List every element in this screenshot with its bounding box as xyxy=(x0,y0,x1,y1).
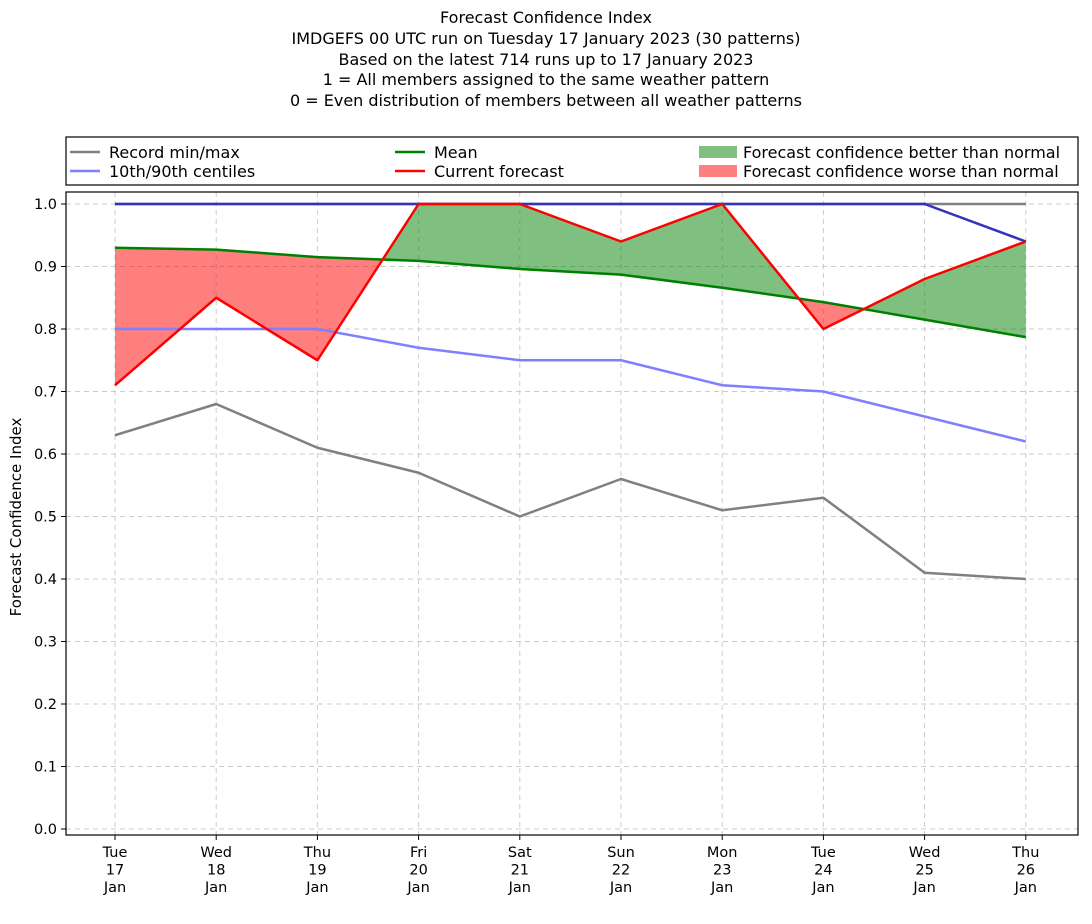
current-line xyxy=(114,202,1027,387)
y-tick-label: 0.8 xyxy=(34,322,57,338)
x-tick-label: Wed 25 Jan xyxy=(909,845,941,896)
y-tick-label: 0.1 xyxy=(34,760,57,776)
chart-title: Forecast Confidence Index IMDGEFS 00 UTC… xyxy=(0,8,1092,112)
confidence-fills xyxy=(115,204,1026,386)
series-lines xyxy=(114,202,1027,581)
title-line-5: 0 = Even distribution of members between… xyxy=(289,91,803,111)
y-axis: 0.0 0.1 0.2 0.3 0.4 0.5 0.6 0.7 0.8 0.9 1.0 xyxy=(34,197,66,838)
y-axis-label: Forecast Confidence Index xyxy=(7,418,25,617)
x-tick-label: Thu 26 Jan xyxy=(1011,845,1039,896)
worse-than-normal-fill xyxy=(216,249,318,361)
x-tick-label: Mon 23 Jan xyxy=(707,845,738,896)
x-tick-label: Fri 20 Jan xyxy=(406,845,429,896)
legend-label-record: Record min/max xyxy=(109,143,240,162)
legend-label-better: Forecast confidence better than normal xyxy=(743,143,1060,162)
x-tick-label: Sun 22 Jan xyxy=(607,845,635,896)
better-than-normal-fill xyxy=(863,279,925,320)
record-min-line xyxy=(114,402,1026,581)
title-line-1: Forecast Confidence Index xyxy=(440,8,652,27)
y-tick-label: 0.9 xyxy=(34,260,57,276)
title-line-2: IMDGEFS 00 UTC run on Tuesday 17 January… xyxy=(291,28,801,48)
x-tick-label: Thu 19 Jan xyxy=(303,845,331,896)
worse-than-normal-fill xyxy=(823,302,864,329)
better-than-normal-fill xyxy=(621,204,723,288)
y-tick-label: 0.7 xyxy=(34,385,57,401)
legend-swatch-worse xyxy=(699,165,737,177)
better-than-normal-fill xyxy=(924,241,1026,338)
better-than-normal-fill xyxy=(418,204,520,269)
y-tick-label: 0.4 xyxy=(34,572,57,588)
legend: Record min/max 10th/90th centiles Mean C… xyxy=(65,136,1079,186)
x-tick-label: Tue 24 Jan xyxy=(810,845,836,896)
legend-label-centiles: 10th/90th centiles xyxy=(109,162,255,181)
x-tick-label: Wed 18 Jan xyxy=(200,845,232,896)
y-tick-label: 0.3 xyxy=(34,635,57,651)
title-line-4: 1 = All members assigned to the same wea… xyxy=(322,70,770,90)
plot-frame xyxy=(65,191,1079,836)
x-tick-label: Sat 21 Jan xyxy=(508,845,532,896)
y-tick-label: 1.0 xyxy=(34,197,57,213)
legend-swatch-better xyxy=(699,146,737,158)
better-than-normal-fill xyxy=(519,204,621,275)
x-axis: Tue 17 Jan Wed 18 Jan Thu 19 Jan Fri 20 Jan Sat 21 Jan… xyxy=(102,835,1039,896)
title-line-3: Based on the latest 714 runs up to 17 Ja… xyxy=(338,49,754,69)
worse-than-normal-fill xyxy=(115,247,217,386)
y-tick-label: 0.6 xyxy=(34,447,57,463)
y-tick-label: 0.0 xyxy=(34,822,57,838)
p90-line xyxy=(115,202,1027,243)
x-tick-label: Tue 17 Jan xyxy=(102,845,128,896)
legend-frame xyxy=(65,136,1079,186)
y-tick-label: 0.5 xyxy=(34,510,57,526)
mean-line xyxy=(114,246,1027,339)
y-tick-label: 0.2 xyxy=(34,697,57,713)
p10-line xyxy=(115,327,1027,443)
legend-label-current: Current forecast xyxy=(434,162,564,181)
legend-label-worse: Forecast confidence worse than normal xyxy=(743,162,1059,181)
legend-label-mean: Mean xyxy=(434,143,478,162)
